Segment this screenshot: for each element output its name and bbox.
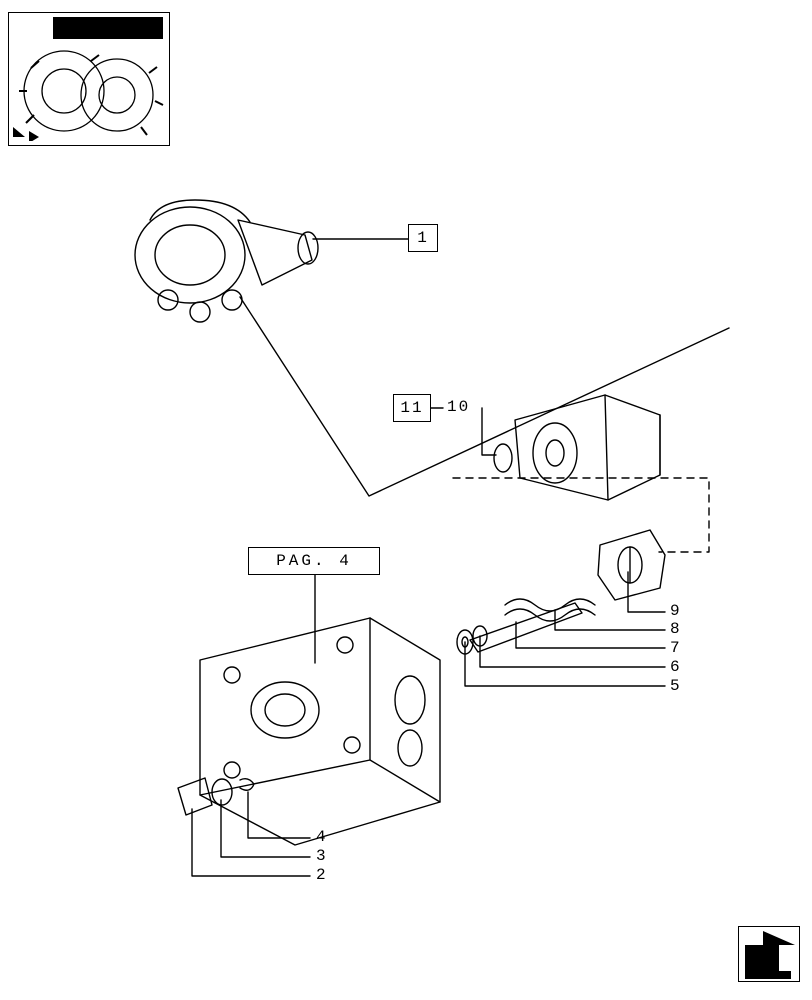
thumb-redacted-label — [53, 17, 163, 39]
callout-6-label: 6 — [670, 658, 682, 676]
callout-8-label: 8 — [670, 620, 682, 638]
callout-box-11: 11 — [393, 394, 431, 422]
callout-9-label: 9 — [670, 602, 682, 620]
callout-1-label: 1 — [417, 229, 429, 247]
page-flip-arrow-icon — [739, 927, 801, 983]
callout-box-1: 1 — [408, 224, 438, 252]
callout-10-label: 10 — [447, 398, 470, 416]
pag-ref-box: PAG. 4 — [248, 547, 380, 575]
pag-ref-label: PAG. 4 — [276, 552, 352, 570]
callout-4-label: 4 — [316, 828, 328, 846]
section-thumbnail — [8, 12, 170, 146]
callout-11-label: 11 — [400, 399, 423, 417]
callout-5-label: 5 — [670, 677, 682, 695]
diagram-linework — [0, 0, 812, 1000]
diagram-canvas: 1 11 PAG. 4 10 9 8 7 6 5 4 3 2 — [0, 0, 812, 1000]
callout-2-label: 2 — [316, 866, 328, 884]
callout-3-label: 3 — [316, 847, 328, 865]
page-flip-icon — [738, 926, 800, 982]
thumb-arrow-icon — [13, 123, 39, 141]
callout-7-label: 7 — [670, 639, 682, 657]
